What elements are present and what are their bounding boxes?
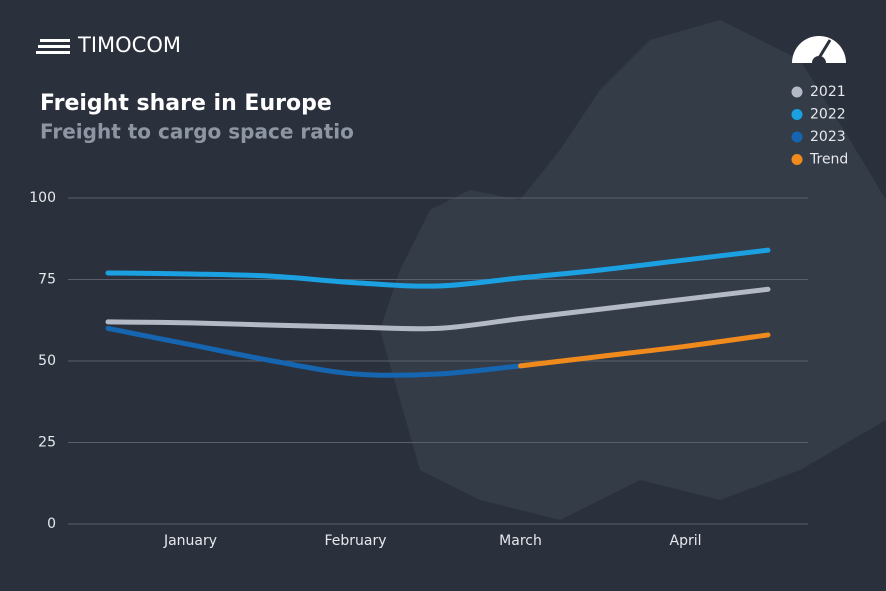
x-tick-label: April [670, 533, 702, 549]
legend-marker [791, 109, 803, 120]
x-tick-label: March [499, 533, 542, 549]
legend-label: Trend [809, 152, 848, 168]
y-tick-label: 75 [38, 272, 56, 288]
x-tick-label: January [163, 533, 217, 549]
brand: TIMOCOM [77, 33, 181, 57]
y-tick-label: 25 [38, 435, 56, 451]
legend-marker [791, 86, 803, 98]
y-tick-label: 50 [38, 353, 56, 369]
legend-marker [791, 131, 803, 143]
map-background [380, 20, 886, 520]
line [105, 325, 523, 378]
y-tick-label: 0 [47, 516, 56, 532]
line [105, 247, 771, 289]
chart-title: Freight share in Europe [40, 91, 332, 116]
legend-label: 2022 [810, 107, 846, 123]
legend-label: 2021 [810, 84, 846, 100]
legend-marker [791, 154, 803, 165]
chart-subtitle: Freight to cargo space ratio [40, 120, 354, 144]
line [518, 332, 771, 369]
legend-label: 2023 [810, 129, 846, 145]
y-tick-label: 100 [29, 190, 56, 206]
line [105, 286, 771, 332]
logo-icon [36, 39, 70, 54]
x-tick-label: February [324, 533, 386, 549]
gauge-icon [792, 36, 846, 63]
